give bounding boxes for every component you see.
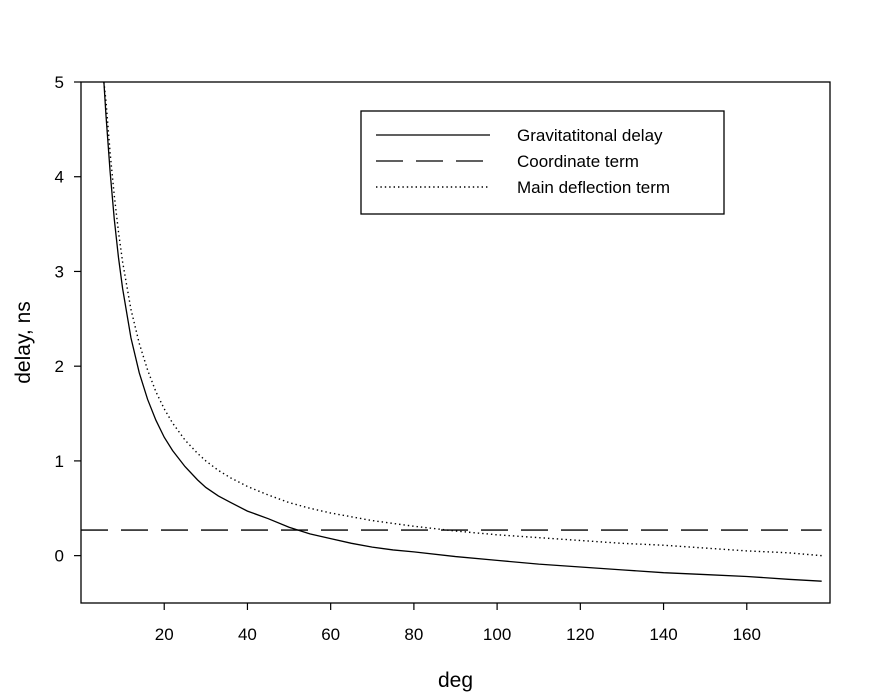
- x-tick-label: 80: [404, 625, 423, 644]
- legend-label-2: Coordinate term: [517, 152, 639, 171]
- y-tick-label: 0: [55, 547, 64, 566]
- y-tick-label: 3: [55, 262, 64, 281]
- legend-label-3: Main deflection term: [517, 178, 670, 197]
- y-axis: 0 1 2 3 4 5: [55, 73, 81, 566]
- y-tick-label: 4: [55, 168, 64, 187]
- x-tick-label: 140: [649, 625, 677, 644]
- legend: Gravitatitonal delay Coordinate term Main …: [360, 110, 725, 215]
- x-tick-label: 20: [155, 625, 174, 644]
- y-tick-label: 1: [55, 452, 64, 471]
- series-layer: [81, 82, 822, 582]
- series-line-1: [103, 82, 822, 582]
- x-tick-label: 40: [238, 625, 257, 644]
- y-tick-label: 2: [55, 357, 64, 376]
- series-line-3: [103, 82, 822, 557]
- x-tick-label: 100: [483, 625, 511, 644]
- legend-label-1: Gravitatitonal delay: [517, 126, 663, 145]
- legend-box: [360, 110, 725, 215]
- x-axis-title: deg: [438, 669, 473, 692]
- x-tick-label: 60: [321, 625, 340, 644]
- x-axis: 20 40 60 80 100 120 140 160: [155, 603, 761, 644]
- x-tick-label: 120: [566, 625, 594, 644]
- y-tick-label: 5: [55, 73, 64, 92]
- x-tick-label: 160: [733, 625, 761, 644]
- y-axis-title: delay, ns: [12, 301, 35, 384]
- plot-frame: [80, 81, 831, 604]
